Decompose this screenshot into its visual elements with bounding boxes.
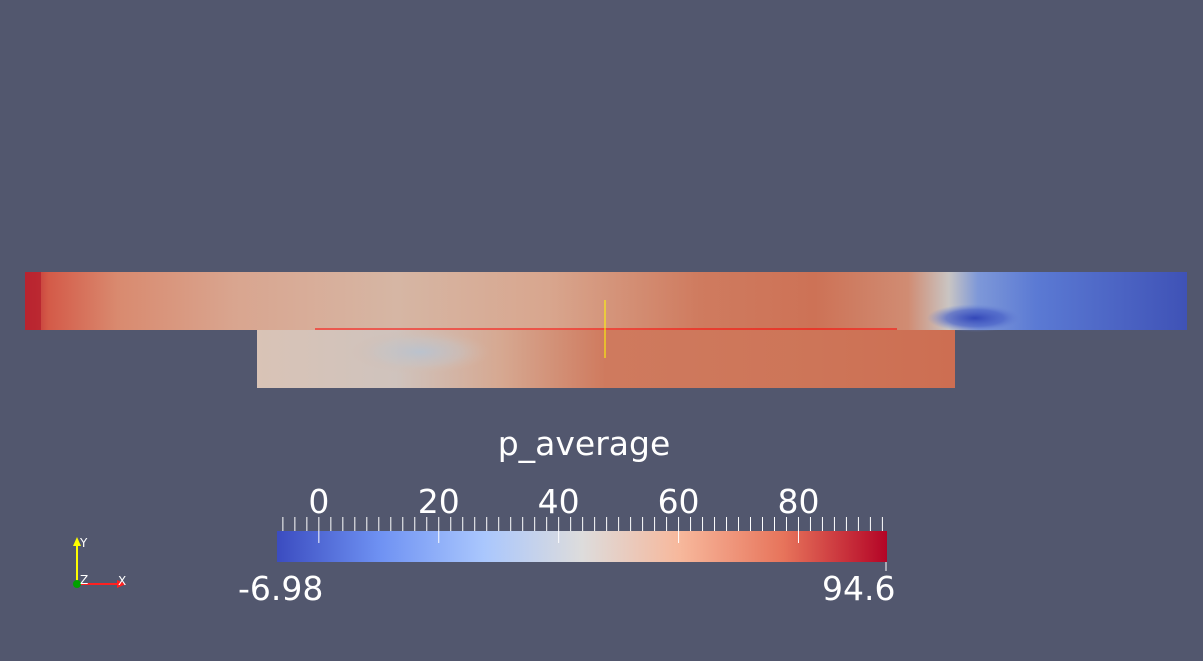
colorbar	[277, 531, 887, 562]
colorbar-tick-label: 20	[417, 482, 460, 521]
orientation-axes	[73, 537, 126, 588]
colorbar-range-min: -6.98	[238, 569, 324, 608]
domain-low-pressure-zone	[927, 304, 1023, 332]
axis-z-label: Z	[80, 573, 89, 587]
axis-z-dot-icon	[73, 580, 81, 588]
colorbar-major-ticks	[318, 531, 799, 543]
domain-inlet-edge	[25, 272, 41, 330]
axis-x-arrow-icon	[117, 580, 126, 588]
colorbar-range-max: 94.6	[822, 569, 896, 608]
colorbar-tick-label: 80	[777, 482, 820, 521]
colorbar-ticks	[282, 517, 883, 531]
colorbar-title: p_average	[497, 424, 671, 463]
colorbar-tick-label: 60	[657, 482, 700, 521]
domain-cool-spot	[350, 330, 490, 374]
axis-y-label: Y	[80, 536, 88, 550]
axis-x-label: X	[118, 574, 127, 588]
colorbar-tick-label: 40	[537, 482, 580, 521]
axis-y-arrow-icon	[73, 537, 81, 546]
colorbar-tick-label: 0	[308, 482, 330, 521]
